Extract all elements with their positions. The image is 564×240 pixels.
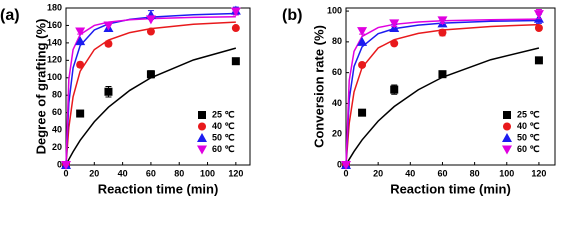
marker <box>502 145 512 155</box>
y-tick-label: 60 <box>52 107 62 117</box>
marker <box>76 109 85 118</box>
marker <box>104 39 113 48</box>
marker <box>503 122 511 131</box>
y-tick-label: 100 <box>327 5 342 15</box>
marker <box>197 133 207 142</box>
legend-label: 40 ℃ <box>212 121 235 131</box>
y-tick-label: 0 <box>337 159 342 169</box>
fit-curve <box>65 16 236 166</box>
marker <box>390 85 399 94</box>
legend-label: 25 ℃ <box>212 109 235 119</box>
marker <box>533 10 544 20</box>
marker <box>357 36 368 46</box>
marker <box>145 15 156 25</box>
x-tick-label: 20 <box>373 168 383 178</box>
marker <box>197 145 207 155</box>
legend-label: 50 ℃ <box>517 132 540 142</box>
marker <box>231 57 240 66</box>
x-tick-label: 100 <box>499 168 514 178</box>
x-tick-label: 40 <box>405 168 415 178</box>
marker <box>198 122 206 131</box>
y-tick-label: 160 <box>47 20 62 30</box>
x-tick-label: 0 <box>343 168 348 178</box>
marker <box>75 36 86 46</box>
y-axis-label: Conversion rate (%) <box>311 25 326 148</box>
legend-label: 50 ℃ <box>212 132 235 142</box>
y-tick-label: 60 <box>332 67 342 77</box>
marker <box>198 111 206 119</box>
fit-curve <box>65 21 236 166</box>
fit-curve <box>345 23 539 166</box>
y-tick-label: 0 <box>57 159 62 169</box>
x-tick-label: 80 <box>174 168 184 178</box>
marker <box>357 27 368 37</box>
legend-label: 25 ℃ <box>517 109 540 119</box>
fit-curve <box>345 18 539 166</box>
legend-label: 60 ℃ <box>517 144 540 154</box>
marker <box>146 27 155 36</box>
fit-curve <box>65 47 237 166</box>
y-tick-label: 100 <box>47 72 62 82</box>
x-tick-label: 20 <box>89 168 99 178</box>
panel-label: (b) <box>282 7 302 24</box>
y-tick-label: 20 <box>52 142 62 152</box>
y-tick-label: 180 <box>47 2 62 12</box>
x-tick-label: 120 <box>531 168 546 178</box>
marker <box>389 19 400 29</box>
y-tick-label: 140 <box>47 37 62 47</box>
fit-curve <box>345 47 540 166</box>
marker <box>503 111 511 119</box>
legend-label: 60 ℃ <box>212 144 235 154</box>
marker <box>61 161 71 170</box>
x-tick-label: 100 <box>200 168 215 178</box>
marker <box>390 39 399 48</box>
fit-curve <box>345 19 539 166</box>
x-tick-label: 80 <box>470 168 480 178</box>
marker <box>146 70 155 79</box>
plot-frame <box>65 7 251 166</box>
marker <box>230 7 241 17</box>
marker <box>75 27 86 37</box>
marker <box>358 60 367 69</box>
marker <box>534 24 543 33</box>
marker <box>231 24 240 33</box>
marker <box>104 87 113 96</box>
x-tick-label: 40 <box>118 168 128 178</box>
marker <box>438 28 447 37</box>
x-tick-label: 60 <box>437 168 447 178</box>
y-tick-label: 40 <box>332 98 342 108</box>
marker <box>437 16 448 26</box>
y-tick-label: 80 <box>332 36 342 46</box>
marker <box>438 70 447 79</box>
legend-label: 40 ℃ <box>517 121 540 131</box>
x-tick-label: 0 <box>63 168 68 178</box>
x-tick-label: 60 <box>146 168 156 178</box>
marker <box>358 108 367 117</box>
x-axis-label: Reaction time (min) <box>98 181 219 196</box>
marker <box>103 21 114 31</box>
x-tick-label: 120 <box>228 168 243 178</box>
y-tick-label: 120 <box>47 55 62 65</box>
panel-label: (a) <box>0 7 20 24</box>
marker <box>341 161 351 170</box>
y-axis-label: Degree of grafting (%) <box>33 19 48 155</box>
fit-curve <box>65 12 236 166</box>
marker <box>76 60 85 69</box>
x-axis-label: Reaction time (min) <box>390 181 511 196</box>
marker <box>534 56 543 65</box>
figure: (a) Degree of grafting (%) Reaction time (… <box>0 2 556 196</box>
y-tick-label: 20 <box>332 129 342 139</box>
y-tick-label: 80 <box>52 90 62 100</box>
y-tick-label: 40 <box>52 124 62 134</box>
plot-frame <box>345 7 556 166</box>
marker <box>502 133 512 142</box>
